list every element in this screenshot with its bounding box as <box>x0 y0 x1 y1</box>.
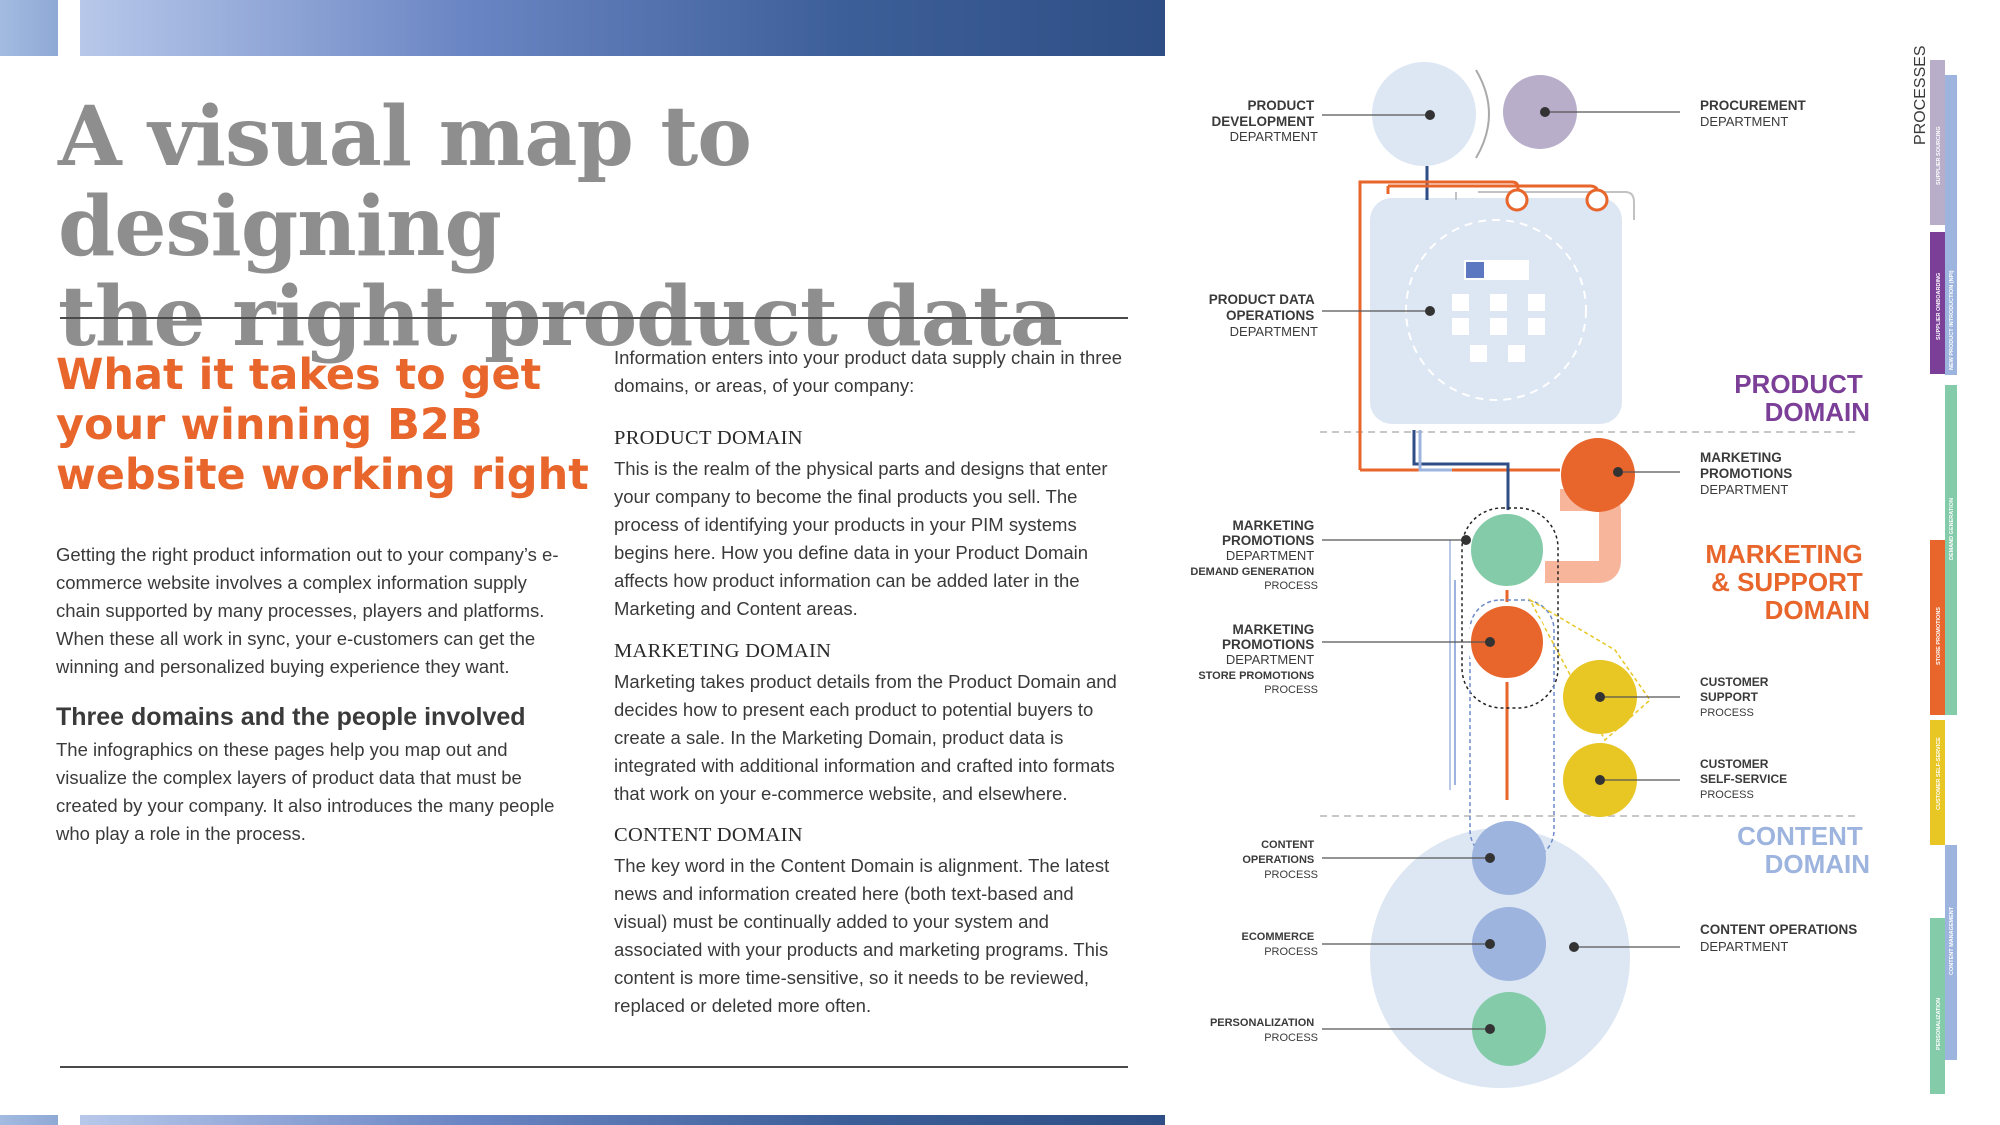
ecommerce-circle <box>1472 907 1546 981</box>
top-bar <box>80 0 1165 56</box>
intro-paragraph: Getting the right product information ou… <box>56 544 559 677</box>
strip-label-7: PERSONALIZATION <box>1936 998 1942 1050</box>
strip-label-5: CUSTOMER SELF-SERVICE <box>1936 737 1942 810</box>
marketing-promotions-dept-circle <box>1561 438 1635 512</box>
page-title: A visual map to designing the right prod… <box>58 92 1138 362</box>
strip-store-promotions <box>1930 540 1945 715</box>
label-customer-support: CUSTOMER SUPPORT PROCESS <box>1700 674 1772 719</box>
right-pointer-lines <box>1545 111 1680 948</box>
demand-generation-circle <box>1467 510 1547 590</box>
pim-dashed-ring <box>1405 219 1587 401</box>
bottom-bar-small <box>0 1115 58 1125</box>
strip-label-3: DEMAND GENERATION <box>1949 498 1955 560</box>
marketing-loop <box>1461 507 1559 709</box>
label-content-operations: CONTENT OPERATIONS PROCESS <box>1242 836 1318 881</box>
strip-label-1: SUPPLIER ONBOARDING <box>1936 273 1942 340</box>
strip-supplier-onboarding <box>1930 232 1945 374</box>
left-pointer-dots <box>1425 110 1495 1034</box>
section-text-content: The key word in the Content Domain is al… <box>614 855 1110 1016</box>
section-text-product: This is the realm of the physical parts … <box>614 458 1108 619</box>
strip-personalization <box>1930 918 1945 1094</box>
label-customer-self-service: CUSTOMER SELF-SERVICE PROCESS <box>1700 756 1791 801</box>
right-intro: Information enters into your product dat… <box>614 347 1123 396</box>
processes-side-title: PROCESSES <box>1912 45 1929 145</box>
domain-title-product: PRODUCT DOMAIN <box>1734 369 1870 427</box>
label-product-data-operations: PRODUCT DATA OPERATIONS DEPARTMENT <box>1209 292 1318 339</box>
product-development-circle <box>1372 62 1476 166</box>
flow-junction-1 <box>1505 188 1529 212</box>
subheading: What it takes to get your winning B2B we… <box>56 350 596 500</box>
subheading-line-2: your winning B2B <box>56 400 483 450</box>
product-data-map: PRODUCT DEVELOPMENT DEPARTMENT PRODUCT D… <box>1190 45 1957 1094</box>
label-store-promotions: MARKETING PROMOTIONS DEPARTMENT STORE PR… <box>1198 622 1318 696</box>
label-ecommerce: ECOMMERCE PROCESS <box>1242 928 1319 958</box>
personalization-circle <box>1472 992 1546 1066</box>
subheading-line-1: What it takes to get <box>56 350 542 400</box>
strip-label-4: STORE PROMOTIONS <box>1936 607 1942 665</box>
bottom-bar <box>80 1115 1165 1125</box>
support-loop <box>1528 597 1651 742</box>
process-strip-labels: SUPPLIER SOURCING SUPPLIER ONBOARDING NE… <box>1936 126 1955 1050</box>
label-procurement: PROCUREMENT DEPARTMENT <box>1700 98 1810 129</box>
right-pointer-dots <box>1540 107 1623 952</box>
strip-label-6: CONTENT MANAGEMENT <box>1949 906 1955 975</box>
strip-label-0: SUPPLIER SOURCING <box>1936 126 1942 185</box>
label-marketing-promotions-dept: MARKETING PROMOTIONS DEPARTMENT <box>1700 450 1796 497</box>
strip-label-2: NEW PRODUCT INTRODUCTION (NPI) <box>1949 270 1955 370</box>
strip-npi-bg <box>1945 75 1957 375</box>
label-product-development: PRODUCT DEVELOPMENT DEPARTMENT <box>1211 98 1318 144</box>
section-heading-marketing: MARKETING DOMAIN <box>614 640 832 662</box>
flow-junction-2 <box>1585 188 1609 212</box>
domain-title-content: CONTENT DOMAIN <box>1737 821 1870 879</box>
title-line-1: A visual map to designing <box>58 89 752 275</box>
strip-demand-generation <box>1945 385 1957 715</box>
pim-hierarchy-icon <box>1452 260 1545 362</box>
top-bar-small <box>0 0 58 56</box>
bottom-divider <box>60 1066 1128 1068</box>
process-strip <box>1930 60 1957 1094</box>
subheading-line-3: website working right <box>56 450 589 500</box>
product-development-arc <box>1475 69 1490 159</box>
domain-title-marketing: MARKETING & SUPPORT DOMAIN <box>1705 539 1870 625</box>
content-operations-circle <box>1472 821 1546 895</box>
left-pointer-lines <box>1322 114 1490 1030</box>
section-heading-content: CONTENT DOMAIN <box>614 824 803 846</box>
strip-content-management <box>1945 845 1957 1060</box>
label-content-operations-dept: CONTENT OPERATIONS DEPARTMENT <box>1700 922 1861 954</box>
title-divider <box>60 317 1128 319</box>
label-personalization: PERSONALIZATION PROCESS <box>1210 1014 1318 1044</box>
section-heading-product: PRODUCT DOMAIN <box>614 427 803 449</box>
strip-supplier-sourcing <box>1930 60 1945 225</box>
flow-lines <box>1358 166 1635 800</box>
label-demand-generation: MARKETING PROMOTIONS DEPARTMENT DEMAND G… <box>1190 518 1318 592</box>
section-text-marketing: Marketing takes product details from the… <box>614 671 1117 804</box>
three-domains-heading: Three domains and the people involved <box>56 703 526 731</box>
three-domains-text: The infographics on these pages help you… <box>56 739 555 844</box>
strip-customer-self-service <box>1930 720 1945 845</box>
